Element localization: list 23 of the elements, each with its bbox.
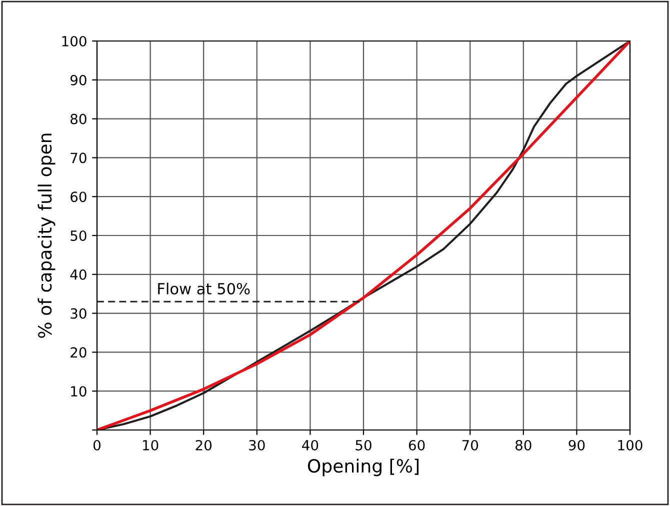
x-tick-label: 90	[568, 440, 585, 450]
y-tick-label: 50	[70, 230, 86, 241]
x-tick-label: 30	[249, 440, 265, 450]
y-axis-title: % of capacity full open	[38, 134, 56, 338]
x-axis-title: Opening [%]	[308, 458, 419, 476]
x-tick-label: 40	[302, 440, 318, 450]
x-tick-label: 50	[356, 440, 372, 450]
x-tick-label: 100	[618, 440, 642, 450]
x-tick-label: 20	[196, 440, 212, 450]
y-tick-label: 90	[70, 74, 86, 86]
x-tick-label: 70	[462, 440, 478, 450]
x-tick-label: 0	[93, 440, 100, 450]
y-tick-label: 80	[70, 114, 86, 124]
x-tick-label: 10	[142, 440, 158, 450]
y-tick-label: 100	[62, 36, 86, 46]
y-tick-label: 70	[70, 152, 86, 164]
y-tick-label: 20	[70, 347, 86, 358]
x-tick-label: 80	[516, 440, 532, 450]
y-tick-label: 30	[70, 308, 86, 319]
y-tick-label: 10	[71, 386, 86, 397]
x-tick-label: 60	[408, 440, 425, 450]
y-tick-label: 60	[70, 192, 86, 202]
y-tick-label: 40	[70, 269, 86, 280]
